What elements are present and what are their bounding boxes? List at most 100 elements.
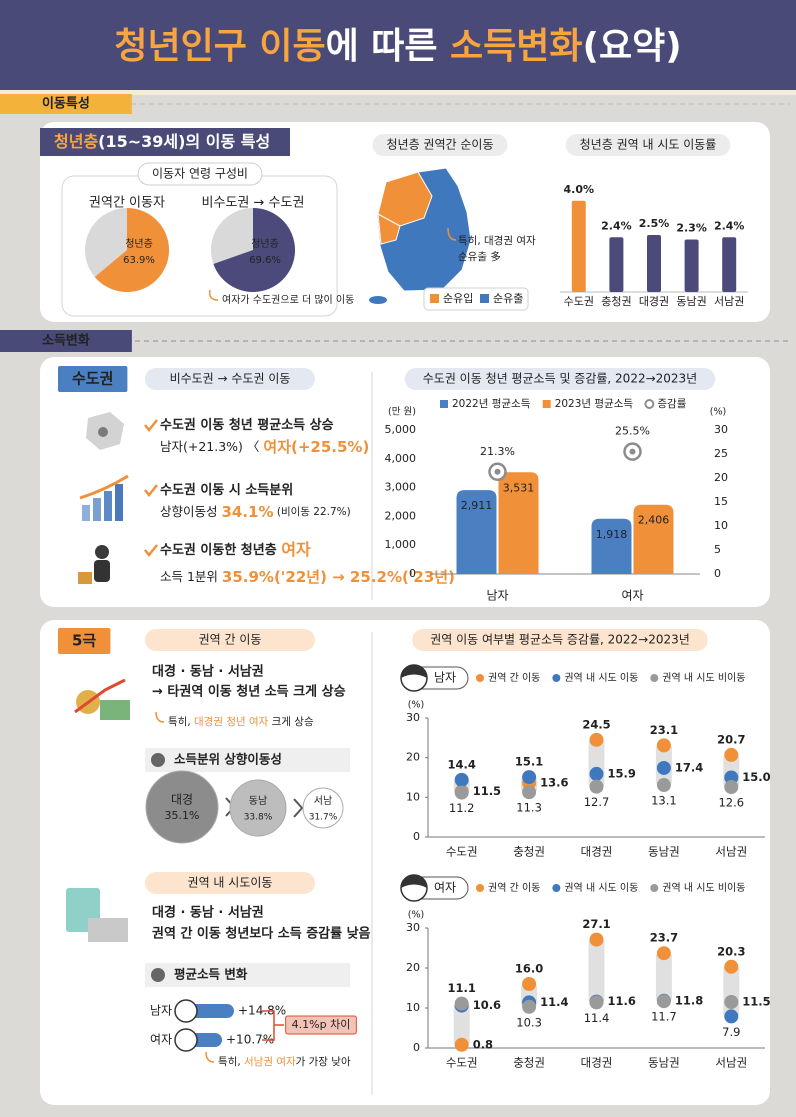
x-tick-label: 서남권 [715, 845, 747, 859]
dot [522, 770, 537, 785]
item-detail-part: (비이동 22.7%) [274, 506, 351, 518]
item-detail: 소득 1분위 35.9%('22년) → 25.2%('23년) [160, 568, 455, 586]
legend-swatch [480, 294, 489, 303]
legend-label: 권역 간 이동 [488, 672, 540, 684]
subtitle-pill-text: 비수도권 → 수도권 이동 [170, 372, 291, 386]
item-title: 수도권 이동 시 소득분위 [160, 482, 293, 498]
chart-title-bg [565, 134, 731, 156]
y-tick-label: 10 [406, 790, 420, 803]
legend-label: 2022년 평균소득 [452, 398, 531, 410]
note-arrow [205, 1051, 215, 1063]
dot-label: 23.1 [650, 723, 678, 737]
region-tag-text: 5극 [72, 632, 96, 650]
page-title-part: (요약) [583, 26, 682, 67]
x-tick-label: 서남권 [714, 295, 744, 308]
legend-marker [644, 399, 655, 409]
legend-swatch [440, 400, 448, 408]
legend-marker [476, 674, 484, 682]
item-title-part: 수도권 이동한 청년층 [160, 542, 281, 558]
item-detail-part: 소득 1분위 [160, 569, 222, 584]
subtitle-pill-bg [145, 629, 315, 651]
mobility-name: 서남 [314, 795, 332, 807]
note-arrow [155, 711, 165, 723]
bar [498, 472, 539, 574]
item-title: 수도권 이동한 청년층 여자 [160, 540, 311, 559]
pie-slice [213, 208, 295, 292]
section-tab-bg [0, 330, 132, 352]
subtitle-pill-bg [145, 872, 315, 894]
y2-tick-label: 5 [714, 543, 721, 556]
item-detail: 남자(+21.3%) 〈 여자(+25.5%) [160, 438, 369, 456]
diff-badge-text: 4.1%p 차이 [292, 1018, 351, 1031]
sub-header: 평균소득 변화 [174, 967, 248, 982]
panel-heading-part: 청년층 [54, 132, 98, 151]
subtitle-pill-text: 권역 간 이동 [199, 633, 262, 647]
mobility-circle [302, 787, 344, 829]
face-hair [401, 665, 427, 678]
bar [456, 490, 497, 574]
chart-title-text: 수도권 이동 청년 평균소득 및 증감률, 2022→2023년 [423, 372, 697, 386]
row-value: +10.7% [226, 1033, 274, 1047]
y-tick-label: 5,000 [385, 423, 417, 436]
dot-label: 10.3 [516, 1015, 542, 1029]
bar-icon [115, 484, 123, 521]
legend-label: 2023년 평균소득 [555, 398, 634, 410]
range-bar [588, 939, 605, 1003]
money-icon [88, 918, 128, 942]
legend-label: 권역 내 시도 이동 [564, 672, 638, 684]
row-name: 여자 [150, 1033, 172, 1047]
y2-tick-label: 10 [714, 519, 728, 532]
subtitle-pill-bg [145, 368, 315, 390]
dot-label: 14.4 [448, 757, 476, 771]
map-title-text: 청년층 권역간 순이동 [387, 138, 494, 152]
bar-value-label: 2.5% [639, 217, 670, 230]
subtitle-pill-text: 권역 내 시도이동 [188, 876, 273, 890]
mobility-value: 31.7% [309, 813, 338, 823]
mobility-value: 33.8% [244, 813, 273, 823]
sub-header-icon [151, 968, 165, 982]
y-tick-label: 3,000 [385, 481, 417, 494]
y-tick-label: 4,000 [385, 452, 417, 465]
dot [724, 959, 739, 974]
range-bar [655, 953, 672, 1002]
face-hair [401, 875, 427, 888]
mobility-name: 대경 [171, 793, 193, 807]
dot-label: 15.9 [608, 766, 636, 780]
note: 특히, 서남권 여자가 가장 낮아 [218, 1056, 351, 1068]
chart-title-text: 권역 이동 여부별 평균소득 증감률, 2022→2023년 [430, 633, 690, 647]
bar-value-label: 2,406 [638, 514, 670, 527]
legend-marker [650, 884, 659, 892]
note-part: 특히, [168, 716, 194, 728]
x-tick-label: 충청권 [513, 845, 545, 859]
x-tick-label: 서남권 [715, 1056, 747, 1070]
dot-label: 0.8 [473, 1037, 493, 1051]
chart-title: 청년층 권역 내 시도 이동률 [565, 134, 731, 156]
region-tag: 수도권 [58, 366, 128, 392]
heading-bg [40, 128, 290, 156]
dot-label: 13.1 [651, 794, 677, 808]
dot-label: 10.6 [473, 998, 501, 1012]
check-icon [144, 544, 158, 558]
dot-label: 17.4 [675, 760, 703, 774]
dot-label: 11.6 [608, 994, 636, 1008]
dot [454, 1037, 469, 1052]
dot [724, 1009, 739, 1024]
text-line: → 타권역 이동 청년 소득 크게 상승 [152, 684, 346, 700]
dot-label: 12.6 [718, 796, 744, 810]
panel-heading-part: (15~39세)의 이동 특성 [98, 132, 270, 151]
y2-tick-label: 20 [714, 471, 728, 484]
map-island [369, 296, 387, 304]
check-icon [144, 484, 158, 498]
face-icon [174, 1028, 198, 1052]
face-icon [174, 999, 198, 1023]
bar [684, 239, 699, 292]
legend-swatch [430, 294, 439, 303]
box-title: 이동자 연령 구성비 [137, 162, 263, 186]
map-inflow [377, 213, 401, 245]
mobility-name: 동남 [249, 795, 267, 807]
chevron [293, 798, 304, 818]
text-line: 권역 간 이동 청년보다 소득 증감률 낮음 [152, 926, 371, 942]
x-tick-label: 동남권 [676, 295, 706, 308]
rise-icon [74, 678, 126, 714]
